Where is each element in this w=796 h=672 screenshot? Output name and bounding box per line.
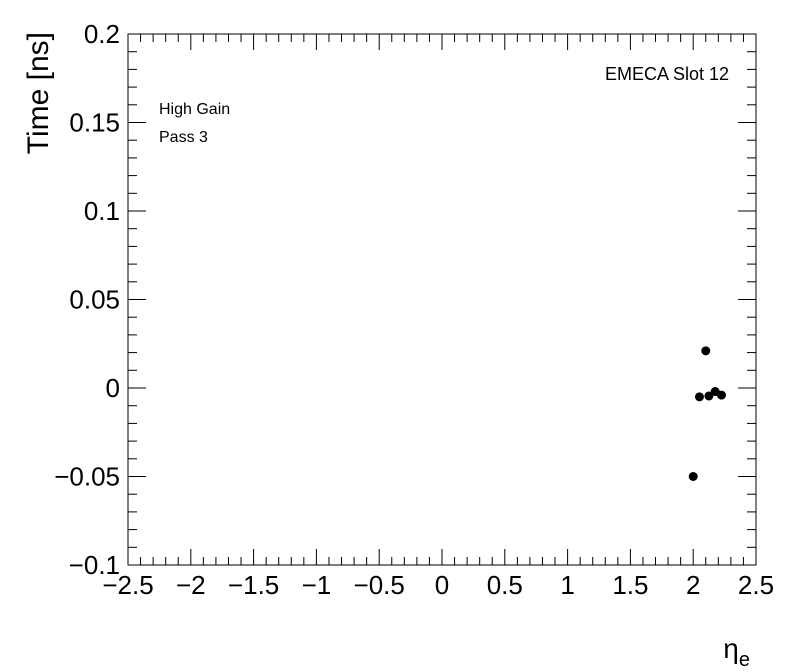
- axis-ticks: [127, 33, 757, 566]
- x-tick-label: −2.5: [102, 570, 153, 600]
- x-tick-label: 2: [686, 570, 700, 600]
- x-tick-label: −0.5: [354, 570, 405, 600]
- data-points: [688, 346, 726, 481]
- y-tick-label: 0.1: [84, 196, 120, 226]
- x-tick-label: −1: [302, 570, 332, 600]
- y-tick-label: 0.2: [84, 19, 120, 49]
- x-tick-label: −1.5: [228, 570, 279, 600]
- x-tick-label: 2.5: [738, 570, 774, 600]
- y-tick-labels: −0.1 −0.05 0 0.05 0.1 0.15 0.2: [54, 19, 120, 580]
- y-tick-label: 0: [106, 373, 120, 403]
- data-point: [694, 392, 704, 402]
- x-tick-label: −2: [176, 570, 206, 600]
- annotation-pass: Pass 3: [159, 129, 208, 146]
- x-tick-label: 0.5: [487, 570, 523, 600]
- y-axis-label: Time [ns]: [22, 32, 55, 154]
- annotation-high-gain: High Gain: [159, 101, 230, 118]
- y-tick-label: 0.15: [69, 108, 120, 138]
- x-tick-label: 1.5: [612, 570, 648, 600]
- data-point: [701, 346, 711, 356]
- data-point: [716, 390, 726, 400]
- y-tick-label: −0.1: [69, 550, 120, 580]
- x-axis-label: ηe: [723, 633, 750, 671]
- x-tick-label: 1: [560, 570, 574, 600]
- y-tick-label: −0.05: [54, 462, 120, 492]
- x-tick-label: 0: [435, 570, 449, 600]
- y-tick-label: 0.05: [69, 285, 120, 315]
- annotation-slot: EMECA Slot 12: [605, 64, 729, 84]
- data-point: [688, 472, 698, 481]
- x-tick-labels: −2.5 −2 −1.5 −1 −0.5 0 0.5 1 1.5 2 2.5: [102, 570, 774, 600]
- data-point: [704, 391, 714, 401]
